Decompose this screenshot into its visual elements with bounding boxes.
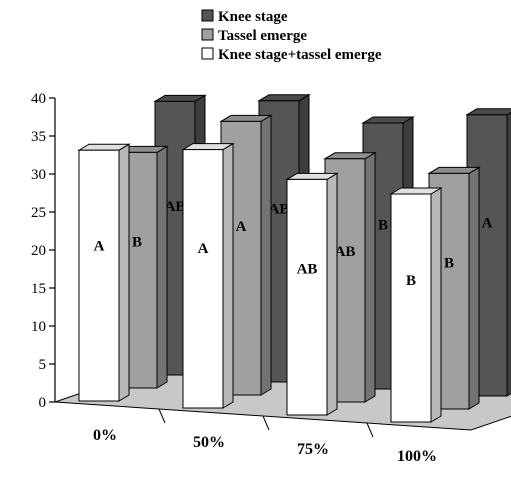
bar-side (156, 145, 168, 389)
bar-label: A (94, 239, 105, 255)
x-tick-label: 100% (397, 448, 437, 465)
bar-side (260, 114, 272, 396)
y-axis: 0 5 10 15 20 25 30 35 40 (31, 91, 56, 411)
y-tick-label: 0 (39, 395, 47, 411)
legend-label: Knee stage (218, 9, 288, 25)
y-tick-label: 30 (31, 167, 46, 183)
bar-top (465, 108, 511, 116)
bar-side (222, 142, 234, 409)
y-tick-label: 40 (31, 91, 46, 107)
bar-label: A (236, 219, 247, 235)
bar: A (77, 143, 131, 402)
y-tick-label: 20 (31, 243, 46, 259)
bar-label: AB (269, 201, 290, 217)
x-tick (262, 415, 270, 431)
y-tick-label: 10 (31, 319, 46, 335)
bar-front (390, 193, 432, 423)
bar-label: B (132, 235, 142, 251)
bar-side (430, 187, 442, 423)
bar: B (115, 145, 169, 389)
legend-label: Knee stage+tassel emerge (218, 47, 382, 63)
legend-swatch (201, 9, 214, 22)
bar-side (364, 151, 376, 403)
bar-label: B (406, 273, 416, 289)
bar-label: AB (297, 262, 318, 278)
y-tick-label: 25 (31, 205, 46, 221)
bar-label: AB (165, 199, 186, 215)
x-tick-label: 75% (297, 441, 329, 458)
bar-front (78, 149, 120, 402)
bar-front (182, 149, 224, 409)
bar: B (389, 187, 443, 423)
legend-label: Tassel emerge (218, 28, 307, 44)
y-tick-label: 15 (31, 281, 46, 297)
bar: A (181, 142, 235, 409)
x-tick-label: 0% (93, 427, 117, 444)
x-tick (366, 422, 374, 438)
bar-side (118, 143, 130, 402)
bar-label: B (378, 217, 388, 233)
legend: Knee stage Tassel emerge Knee stage+tassel… (201, 9, 382, 63)
x-tick (158, 408, 166, 424)
legend-swatch (201, 47, 214, 60)
bar-side (468, 166, 480, 410)
y-tick-label: 5 (39, 357, 47, 373)
x-axis-labels: 0% 50% 75% 100% (93, 427, 437, 465)
bar: AB (285, 172, 339, 416)
x-tick-label: 50% (193, 434, 225, 451)
bar-label: B (444, 256, 454, 272)
bar-label: A (482, 215, 493, 231)
legend-swatch (201, 28, 214, 41)
bar-side (506, 111, 511, 397)
bar-label: AB (335, 244, 356, 260)
bar-label: A (198, 241, 209, 257)
y-tick-label: 35 (31, 129, 46, 145)
bar-side (326, 172, 338, 416)
bar-front (286, 178, 328, 416)
